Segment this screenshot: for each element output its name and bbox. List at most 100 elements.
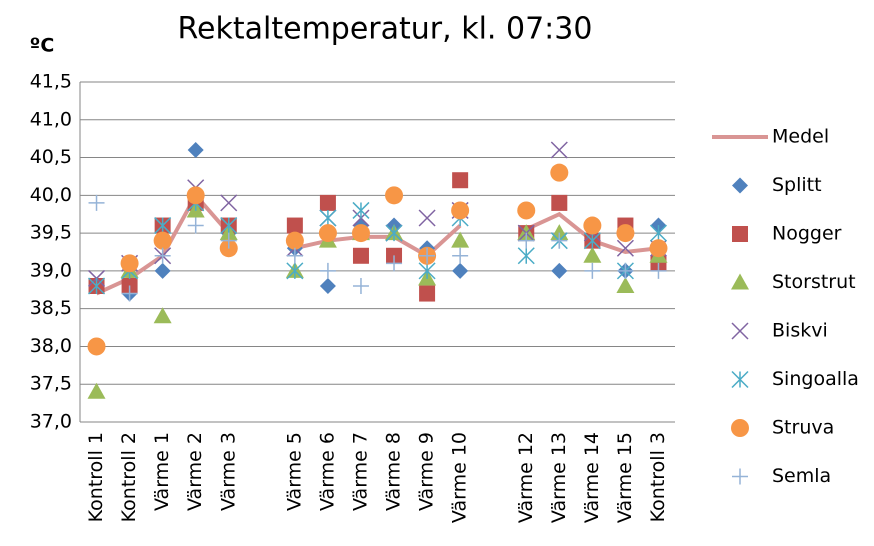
y-tick-label: 39,5 (30, 222, 72, 244)
legend-label: Struva (772, 417, 834, 439)
point (452, 247, 469, 264)
point (352, 201, 370, 219)
point (187, 142, 204, 158)
y-tick-label: 38,0 (30, 335, 72, 357)
point (319, 278, 336, 294)
point (286, 217, 303, 234)
legend-label: Storstrut (772, 271, 856, 293)
y-tick-label: 40,0 (30, 184, 72, 206)
y-tick-label: 41,0 (30, 108, 72, 130)
point (386, 255, 403, 272)
point (318, 224, 337, 243)
point (87, 337, 106, 356)
point (649, 224, 668, 242)
x-tick-label: Värme 10 (449, 432, 471, 523)
point (88, 194, 105, 211)
point (583, 246, 602, 263)
x-tick-label: Värme 9 (416, 432, 438, 511)
point (583, 232, 601, 250)
point (220, 194, 238, 212)
point (220, 232, 237, 249)
legend-marker (732, 468, 748, 485)
x-tick-label: Kontroll 3 (647, 432, 669, 522)
point (517, 247, 535, 265)
point (551, 194, 568, 211)
y-tick-label: 37,0 (30, 411, 72, 433)
x-tick-label: Värme 8 (383, 432, 405, 511)
point (385, 224, 403, 242)
x-tick-label: Värme 14 (581, 432, 603, 523)
point (319, 194, 336, 211)
x-tick-label: Värme 6 (316, 432, 338, 511)
point (452, 262, 469, 279)
x-tick-label: Kontroll 1 (85, 432, 107, 522)
point (187, 217, 204, 234)
x-tick-label: Kontroll 2 (118, 432, 140, 522)
point (550, 141, 568, 159)
point (385, 186, 404, 205)
point (419, 285, 436, 302)
y-tick-label: 40,5 (30, 146, 72, 168)
point (319, 209, 337, 227)
legend-marker (731, 273, 749, 290)
point (518, 232, 535, 249)
y-axis-label: ºC (30, 35, 55, 57)
point (419, 247, 436, 264)
point (87, 277, 106, 295)
point (87, 382, 106, 399)
y-tick-label: 38,5 (30, 297, 72, 319)
y-tick-label: 41,5 (30, 71, 72, 93)
point (154, 247, 171, 264)
legend-label: Medel (772, 126, 829, 148)
point (319, 262, 336, 279)
point (584, 262, 601, 279)
y-tick-label: 39,0 (30, 259, 72, 281)
point (186, 186, 205, 205)
point (616, 239, 634, 257)
point (451, 201, 470, 220)
legend-label: Biskvi (772, 320, 828, 342)
point (121, 285, 138, 302)
legend-marker (731, 370, 749, 389)
point (617, 262, 634, 279)
legend-label: Semla (772, 465, 831, 487)
x-tick-label: Värme 13 (548, 432, 570, 523)
point (616, 224, 635, 243)
point (418, 262, 436, 280)
legend-label: Singoalla (772, 368, 859, 390)
point (451, 231, 470, 248)
point (551, 262, 568, 279)
point (650, 262, 667, 279)
point (351, 224, 370, 243)
point (550, 163, 569, 182)
point (153, 307, 172, 324)
chart-title: Rektaltemperatur, kl. 07:30 (178, 12, 593, 47)
mean-line (95, 191, 659, 296)
point (583, 216, 602, 235)
point (154, 262, 171, 279)
x-tick-label: Värme 1 (151, 432, 173, 511)
legend-marker (731, 322, 749, 340)
point (551, 232, 568, 249)
point (286, 247, 303, 264)
y-tick-label: 37,5 (30, 373, 72, 395)
point (352, 247, 369, 264)
point (352, 278, 369, 294)
x-tick-label: Värme 2 (184, 432, 206, 511)
legend-label: Splitt (772, 174, 822, 196)
x-tick-label: Värme 7 (349, 432, 371, 511)
point (616, 277, 635, 293)
point (286, 262, 304, 280)
point (120, 254, 139, 273)
x-tick-label: Värme 12 (515, 432, 537, 523)
point (649, 239, 668, 258)
x-tick-label: Värme 5 (283, 432, 305, 511)
x-tick-label: Värme 15 (614, 432, 636, 523)
point (418, 209, 436, 227)
point (153, 231, 172, 250)
legend-marker (731, 419, 749, 437)
legend-marker (732, 177, 748, 194)
x-tick-label: Värme 3 (217, 432, 239, 511)
legend-marker (732, 226, 748, 242)
